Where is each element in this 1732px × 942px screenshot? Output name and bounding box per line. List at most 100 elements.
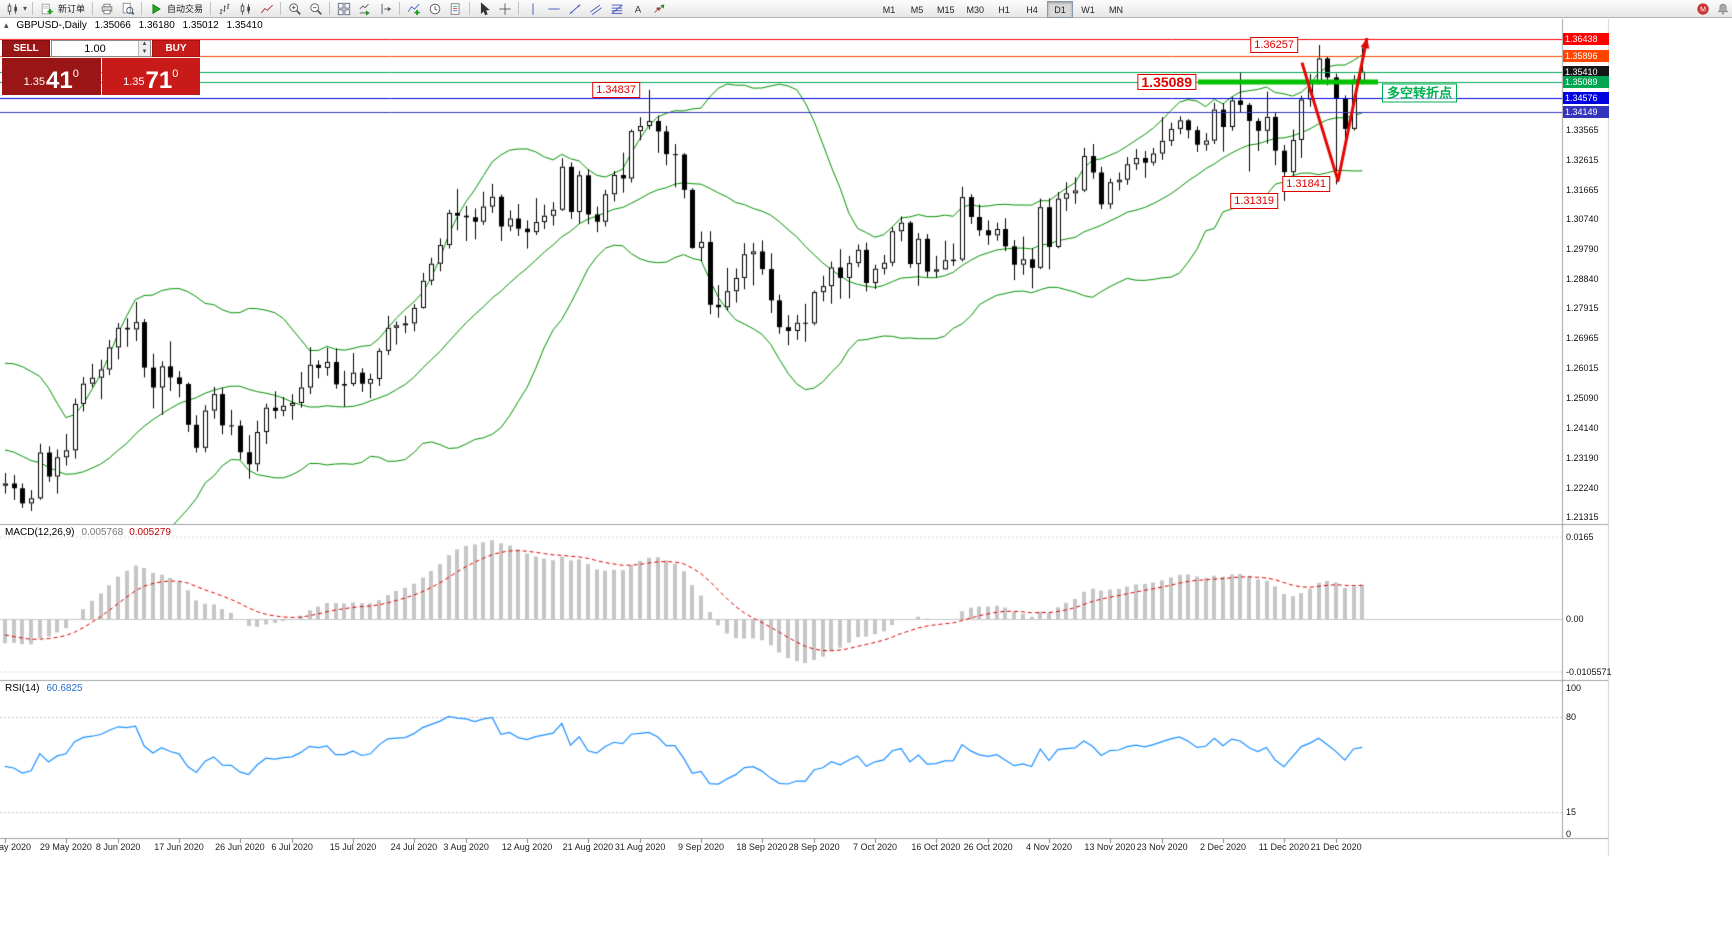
sell-price[interactable]: 1.35 41 0 [2,58,101,95]
svg-text:M: M [1700,7,1706,14]
timeframe-m1[interactable]: M1 [882,4,896,15]
toolbar-separator [469,2,471,15]
timeframe-mn[interactable]: MN [1109,4,1124,15]
indicators-icon [407,3,420,15]
volume-up-icon[interactable]: ▲ [139,41,150,49]
timeframe-h1[interactable]: H1 [998,4,1010,15]
buy-button[interactable]: BUY [152,40,200,57]
zoom-out-icon [309,2,322,15]
notifications-icon[interactable] [1713,1,1732,17]
sell-button[interactable]: SELL [2,40,50,57]
chevron-down-icon[interactable]: ▾ [23,4,28,13]
templates-icon [450,2,460,15]
arrows-icon [653,4,664,13]
zoom-in-icon [288,2,301,15]
tile-windows-icon [337,2,350,15]
candle-chart-button[interactable] [236,1,255,17]
periods-icon [429,3,440,14]
autotrading-button-label[interactable]: 自动交易 [167,4,204,14]
crosshair-button[interactable] [495,1,514,17]
zoom-in-button[interactable] [285,1,304,17]
trendline-button[interactable] [565,1,584,17]
vertical-line-button[interactable] [523,1,542,17]
chart-info-line: ▴ GBPUSD-,Daily 1.35066 1.36180 1.35012 … [4,20,268,31]
timeframe-m30[interactable]: M30 [966,4,985,15]
toolbar-separator [329,2,331,15]
sell-price-point: 0 [72,68,79,80]
macd-value: 0.005768 [81,527,124,538]
auto-scroll-button[interactable] [355,1,374,17]
chart-type-icon [7,2,17,15]
ohlc-high: 1.36180 [138,20,175,31]
buy-price[interactable]: 1.35 71 0 [101,58,200,95]
one-click-trading-panel: SELL 1.00 ▲ ▼ BUY 1.35 41 0 1.35 71 0 [2,40,200,95]
toolbar-separator [399,2,401,15]
svg-text:A: A [634,4,641,15]
sell-price-pips: 41 [46,67,73,94]
fibonacci-button[interactable] [607,1,626,17]
timeframe-m5[interactable]: M5 [910,4,924,15]
horizontal-line-icon [547,8,560,9]
print-preview-icon [122,2,134,15]
ohlc-close: 1.35410 [226,20,263,31]
autotrading-icon [152,3,161,14]
crosshair-icon [498,2,511,15]
buy-price-prefix: 1.35 [123,76,145,88]
chart-shift-button[interactable] [376,1,395,17]
horizontal-line-button[interactable] [544,1,563,17]
print-preview-button[interactable] [118,1,137,17]
toolbar-separator [92,2,94,15]
zoom-out-button[interactable] [306,1,325,17]
sell-price-prefix: 1.35 [23,76,46,88]
toolbar-separator [518,2,520,15]
timeframe-toolbar: M1 M5 M15 M30 H1 H4 D1 W1 MN [875,1,1130,18]
arrows-button[interactable] [649,1,668,17]
macd-indicator-title: MACD(12,26,9) 0.005768 0.005279 [5,527,171,538]
one-click-collapse-icon[interactable]: ▴ [4,20,9,30]
timeframe-d1[interactable]: D1 [1047,1,1074,18]
rsi-value: 60.6825 [46,683,83,694]
new-order-icon [41,3,53,14]
toolbar-separator [280,2,282,15]
channel-icon [589,4,602,15]
vertical-line-icon [532,2,533,15]
volume-input[interactable]: 1.00 ▲ ▼ [51,40,151,57]
chart-type-button[interactable] [3,1,22,17]
volume-down-icon[interactable]: ▼ [139,48,150,56]
text-button[interactable]: A [628,1,647,17]
cursor-icon [480,1,490,15]
templates-button[interactable] [446,1,465,17]
buy-price-point: 0 [172,68,179,80]
macd-signal-value: 0.005279 [129,527,171,538]
line-chart-button[interactable] [257,1,276,17]
ohlc-open: 1.35066 [94,20,131,31]
new-order-button-label[interactable]: 新订单 [58,4,86,14]
community-icon[interactable]: M [1693,1,1712,17]
print-button[interactable] [97,1,116,17]
periods-button[interactable] [425,1,444,17]
timeframe-w1[interactable]: W1 [1081,4,1095,15]
cursor-button[interactable] [474,1,493,17]
indicators-button[interactable] [404,1,423,17]
candle-chart-icon [240,2,250,15]
channel-button[interactable] [586,1,605,17]
bar-chart-icon [219,3,229,14]
tile-windows-button[interactable] [334,1,353,17]
macd-label: MACD(12,26,9) [5,527,75,538]
buy-price-pips: 71 [145,67,173,94]
timeframe-m15[interactable]: M15 [937,4,955,15]
line-chart-icon [260,4,273,13]
volume-value[interactable]: 1.00 [84,42,106,55]
bar-chart-button[interactable] [215,1,234,17]
trendline-icon [569,3,581,14]
volume-stepper[interactable]: ▲ ▼ [138,41,150,56]
new-order-button[interactable] [37,1,56,17]
fibonacci-icon [611,4,623,14]
toolbar-separator [210,2,212,15]
toolbar-separator [32,2,34,15]
autotrading-button[interactable] [146,1,165,17]
rsi-label: RSI(14) [5,683,40,694]
rsi-indicator-title: RSI(14) 60.6825 [5,683,83,694]
timeframe-h4[interactable]: H4 [1026,4,1038,15]
